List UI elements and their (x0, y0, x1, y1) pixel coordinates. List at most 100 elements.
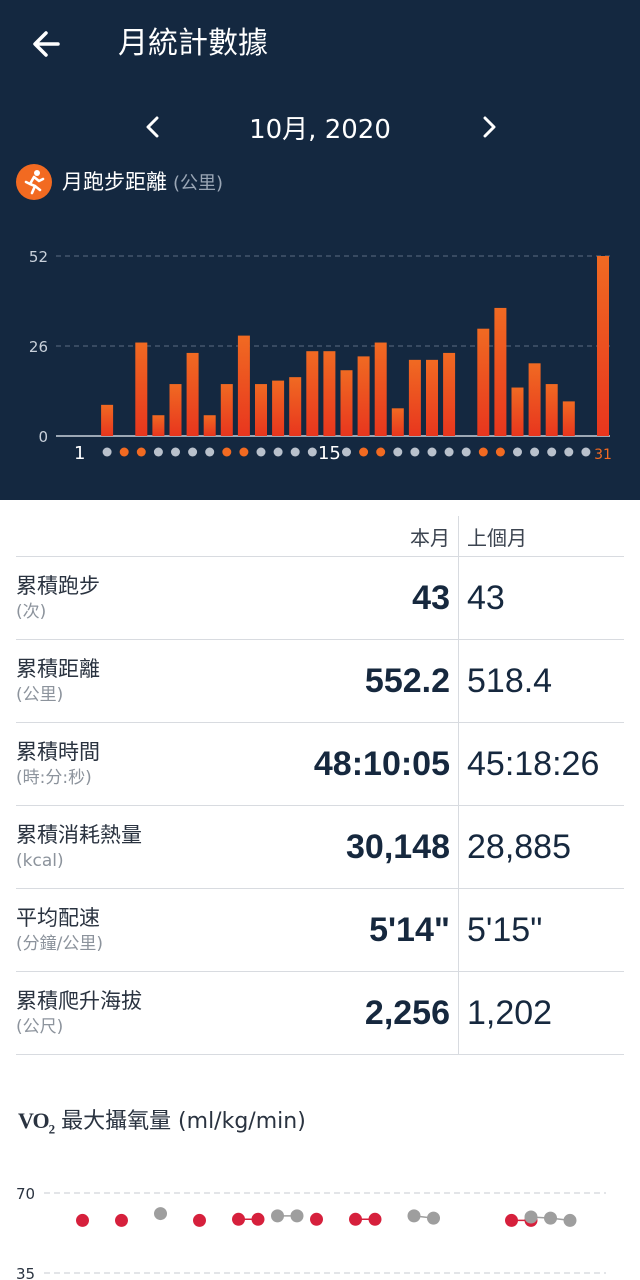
chevron-left-icon[interactable] (138, 112, 168, 142)
bar (391, 408, 404, 436)
bar (135, 342, 148, 436)
vo2-title: VO2 最大攝氧量 (ml/kg/min) (18, 1106, 306, 1144)
vo2-label: 最大攝氧量 (ml/kg/min) (61, 1109, 306, 1134)
bar (597, 256, 609, 436)
day-dot (461, 447, 471, 457)
vo2-point (290, 1209, 304, 1223)
day-dot (581, 447, 591, 457)
metric-label: 月跑步距離 (公里) (62, 168, 223, 198)
day-dot (153, 447, 163, 457)
vo2-point (544, 1211, 557, 1225)
stats-cell-previous: 43 (458, 556, 624, 640)
day-dot (171, 447, 180, 457)
vo2-point (271, 1209, 284, 1223)
bar (152, 415, 165, 436)
chevron-right-icon[interactable] (474, 112, 504, 142)
stats-cell-name: 累積消耗熱量 (kcal) (16, 805, 266, 889)
metric-name: 月跑步距離 (62, 170, 167, 194)
bar (443, 352, 456, 436)
bar (220, 384, 233, 436)
arrow-left-icon[interactable] (28, 26, 64, 62)
vo2-point (368, 1212, 382, 1226)
month-label: 10月, 2020 (249, 115, 391, 145)
day-dot (530, 447, 540, 457)
vo2-point (505, 1213, 518, 1227)
stats-cell-previous: 518.4 (458, 639, 624, 723)
stat-current-value: 5'14" (369, 910, 450, 949)
bar (357, 356, 370, 436)
stat-unit: (公里) (16, 685, 64, 705)
stats-cell-current: 5'14" (266, 888, 459, 972)
day-dot (102, 447, 112, 457)
vo2-point (115, 1213, 128, 1227)
stat-name: 累積消耗熱量 (16, 823, 142, 847)
day-dot (444, 447, 454, 457)
day-dot (188, 447, 198, 457)
metric-unit: (公里) (173, 173, 224, 194)
run-day-dot (376, 447, 386, 457)
bar (306, 351, 319, 436)
vo2-point (563, 1213, 577, 1227)
bar (255, 384, 267, 436)
stat-current-value: 48:10:05 (313, 744, 450, 783)
day-dot (513, 447, 522, 457)
stat-previous-value: 28,885 (467, 827, 571, 866)
stat-current-value: 2,256 (364, 993, 450, 1032)
run-day-dot (119, 447, 129, 457)
stat-previous-value: 518.4 (467, 661, 553, 700)
bar (511, 387, 524, 436)
vo2-scatter-chart: 35 70 (16, 1185, 606, 1280)
stat-unit: (次) (16, 602, 47, 622)
stat-previous-value: 5'15" (467, 910, 543, 949)
stats-cell-name: 累積跑步 (次) (16, 556, 266, 640)
page-title: 月統計數據 (118, 26, 268, 61)
day-dot (307, 447, 317, 457)
stat-name: 累積時間 (16, 740, 100, 764)
x-tick-label: 15 (318, 443, 341, 464)
stat-current-value: 30,148 (346, 827, 450, 866)
stats-table: 本月 上個月 累積跑步 (次) 43 43 累積距離 (公里) 552.2 518.… (16, 516, 624, 1055)
run-day-dot (495, 447, 505, 457)
bar (408, 359, 421, 436)
day-dot (290, 447, 300, 457)
vo2-point (76, 1213, 89, 1227)
day-dot (547, 447, 557, 457)
vo2-point (407, 1209, 421, 1223)
stats-row-distance: 累積距離 (公里) 552.2 518.4 (16, 639, 624, 723)
stat-current-value: 43 (412, 578, 450, 617)
stats-cell-current: 43 (266, 556, 459, 640)
stat-unit: (公尺) (16, 1017, 64, 1037)
run-day-dot (136, 447, 146, 457)
vo2-point (349, 1212, 362, 1226)
bar (289, 377, 302, 436)
bar (545, 384, 558, 436)
vo2-mark-text: VO (18, 1108, 50, 1133)
stat-name: 累積距離 (16, 657, 100, 681)
stats-header-row: 本月 上個月 (16, 516, 624, 557)
y-tick-label: 35 (16, 1265, 35, 1280)
day-dot (564, 447, 574, 457)
stat-unit: (時:分:秒) (16, 768, 92, 788)
stats-cell-previous: 1,202 (458, 971, 624, 1055)
day-dot (427, 447, 437, 457)
stats-row-time: 累積時間 (時:分:秒) 48:10:05 45:18:26 (16, 722, 624, 806)
day-dot (410, 447, 420, 457)
stat-unit: (分鐘/公里) (16, 934, 103, 954)
header-panel: 月統計數據 10月, 2020 月跑步距離 (公里) 0 26 52 1 15 31 (0, 0, 640, 500)
y-tick-label: 0 (38, 428, 48, 446)
distance-bar-chart: 0 26 52 1 15 31 (29, 248, 612, 464)
bar (426, 359, 438, 436)
stats-cell-current: 48:10:05 (266, 722, 459, 806)
y-tick-label: 52 (29, 248, 48, 266)
stat-current-value: 552.2 (364, 661, 450, 700)
running-icon (16, 164, 52, 200)
stat-name: 平均配速 (16, 906, 100, 930)
bar (562, 401, 575, 436)
run-day-dot (359, 447, 369, 457)
stat-previous-value: 45:18:26 (467, 744, 600, 783)
vo2-point (427, 1211, 440, 1225)
stats-cell-name: 累積時間 (時:分:秒) (16, 722, 266, 806)
stats-cell-current: 30,148 (266, 805, 459, 889)
vo2-mark: VO2 (18, 1108, 55, 1136)
x-tick-label: 1 (74, 443, 85, 464)
